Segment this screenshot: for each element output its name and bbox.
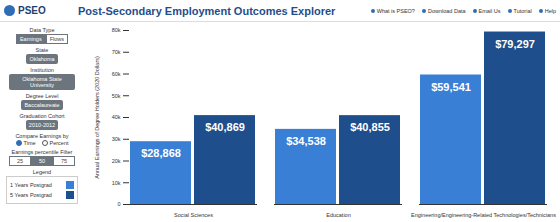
html-text:Degree Level: Degree Level <box>25 93 59 99</box>
svg-text:$59,541: $59,541 <box>431 81 471 93</box>
html-text:75: 75 <box>60 158 68 164</box>
svg-text:Engineering/Engineering-Relate: Engineering/Engineering-Related Technolo… <box>411 212 556 218</box>
svg-text:$28,868: $28,868 <box>141 147 181 159</box>
html-text:PSEO: PSEO <box>18 5 46 16</box>
html-text:Oklahoma: Oklahoma <box>29 56 55 62</box>
html-text:What is PSEO?: What is PSEO? <box>376 7 415 14</box>
html-text:Legend: Legend <box>32 169 52 175</box>
svg-text:50k: 50k <box>112 93 121 99</box>
svg-text:$79,297: $79,297 <box>495 38 535 50</box>
svg-text:$34,538: $34,538 <box>286 135 326 147</box>
html-text:Oklahoma State University: Oklahoma State University <box>22 76 62 88</box>
html-text:25: 25 <box>16 158 24 164</box>
svg-text:$40,855: $40,855 <box>350 121 390 133</box>
svg-text:60k: 60k <box>112 71 121 77</box>
html-text:Flows: Flows <box>49 36 64 42</box>
html-text:Help: Help <box>544 7 556 14</box>
svg-text:Education: Education <box>326 212 350 218</box>
html-text:Download Data: Download Data <box>427 7 466 14</box>
svg-text:10k: 10k <box>112 180 121 186</box>
svg-text:$40,869: $40,869 <box>205 121 245 133</box>
html-text:Email Us: Email Us <box>478 7 501 14</box>
html-text:Post-Secondary Employment Outc: Post-Secondary Employment Outcomes Explo… <box>78 4 336 17</box>
html-text:5 Years Postgrad: 5 Years Postgrad <box>10 192 52 198</box>
html-text:Time: Time <box>23 140 36 146</box>
svg-text:30k: 30k <box>112 136 121 142</box>
svg-text:Social Sciences: Social Sciences <box>174 212 213 218</box>
html-text:Tutorial: Tutorial <box>513 7 532 14</box>
html-text:Graduation Cohort: Graduation Cohort <box>19 113 65 119</box>
svg-text:0: 0 <box>117 201 120 207</box>
svg-text:20k: 20k <box>112 158 121 164</box>
html-text:State: State <box>35 47 49 53</box>
html-text:Earnings: Earnings <box>20 36 42 42</box>
svg-text:80k: 80k <box>112 27 121 33</box>
html-text:Earnings percentile Filter: Earnings percentile Filter <box>11 149 73 155</box>
html-text:1 Years Postgrad: 1 Years Postgrad <box>10 182 52 188</box>
svg-text:70k: 70k <box>112 49 121 55</box>
html-text:Compare Earnings by: Compare Earnings by <box>15 133 69 139</box>
html-text:Percent: Percent <box>49 140 69 146</box>
html-text:2010-2012: 2010-2012 <box>28 122 56 128</box>
svg-text:40k: 40k <box>112 114 121 120</box>
html-text:Data Type: Data Type <box>29 27 55 33</box>
html-text:Institution: Institution <box>30 67 54 73</box>
svg-text:Annual Earnings of Degree Hold: Annual Earnings of Degree Holders (2020 … <box>94 56 100 179</box>
html-text:50: 50 <box>38 158 46 164</box>
html-text:Baccalaureate: Baccalaureate <box>24 102 60 108</box>
